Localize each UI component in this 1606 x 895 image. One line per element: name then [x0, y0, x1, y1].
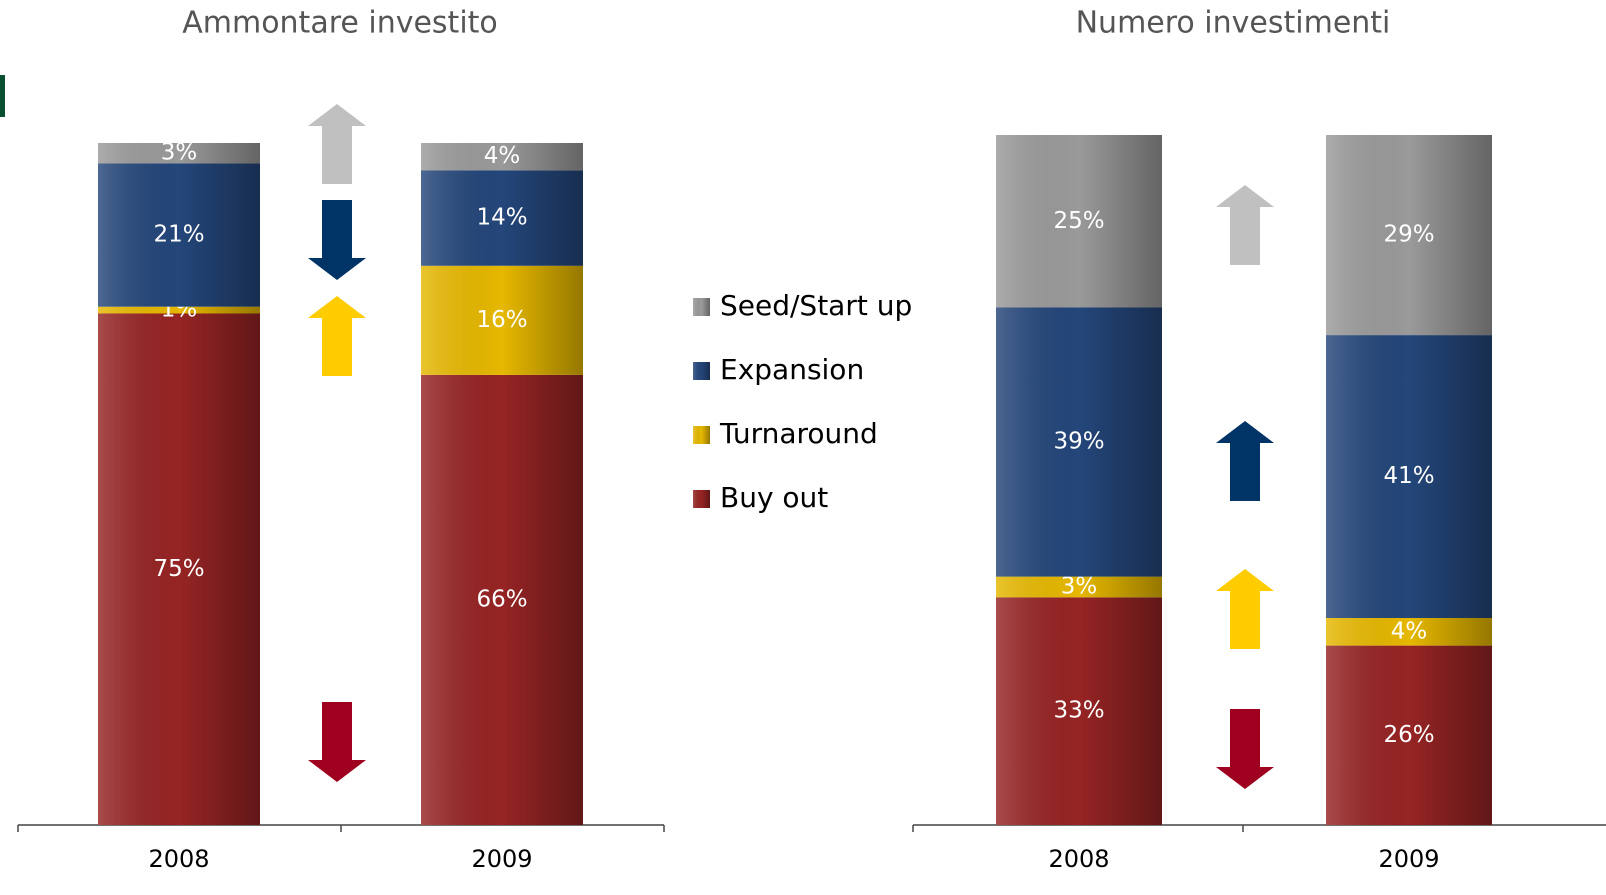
bar-shade	[98, 306, 260, 314]
legend-swatch-shade	[693, 426, 710, 444]
data-label: 39%	[1053, 429, 1104, 455]
trend-arrow	[1216, 421, 1274, 501]
bar-shade	[1326, 335, 1492, 618]
bar-shade	[421, 143, 583, 171]
data-label: 14%	[476, 205, 527, 231]
data-label: 3%	[1061, 573, 1098, 599]
chart-title: Ammontare investito	[182, 6, 498, 41]
trend-arrow	[308, 104, 366, 184]
x-tick-label: 2009	[1378, 845, 1439, 873]
bar-shade	[98, 313, 260, 825]
legend-label: Turnaround	[719, 417, 878, 450]
data-label: 25%	[1053, 208, 1104, 234]
bar-shade	[98, 143, 260, 164]
bar-shade	[1326, 645, 1492, 825]
legend-label: Expansion	[720, 353, 864, 386]
data-label: 4%	[1391, 618, 1428, 644]
accent	[0, 75, 5, 117]
trend-arrow	[1216, 185, 1274, 265]
data-label: 4%	[484, 143, 521, 169]
bar-shade	[421, 265, 583, 375]
trend-arrow	[308, 702, 366, 782]
legend-swatch-shade	[693, 490, 710, 508]
trend-arrow	[308, 200, 366, 280]
data-label: 29%	[1383, 222, 1434, 248]
bar-shade	[421, 374, 583, 825]
data-label: 26%	[1383, 722, 1434, 748]
x-tick-label: 2009	[471, 845, 532, 873]
legend-label: Seed/Start up	[720, 289, 912, 322]
bar-shade	[996, 135, 1162, 308]
legend-swatch-shade	[693, 298, 710, 316]
data-label: 3%	[161, 140, 198, 166]
legend-label: Buy out	[720, 481, 828, 514]
data-label: 41%	[1383, 463, 1434, 489]
trend-arrow	[1216, 569, 1274, 649]
trend-arrow	[1216, 709, 1274, 789]
data-label: 16%	[476, 307, 527, 333]
bar-shade	[996, 597, 1162, 825]
data-label: 75%	[153, 556, 204, 582]
bar-shade	[1326, 135, 1492, 336]
legend-swatch-shade	[693, 362, 710, 380]
bar-shade	[98, 163, 260, 307]
bar-shade	[1326, 618, 1492, 646]
x-tick-label: 2008	[148, 845, 209, 873]
bar-shade	[421, 170, 583, 266]
chart-title: Numero investimenti	[1076, 6, 1391, 41]
trend-arrow	[308, 296, 366, 376]
bar-shade	[996, 307, 1162, 577]
bar-shade	[996, 576, 1162, 598]
data-label: 66%	[476, 586, 527, 612]
data-label: 33%	[1053, 698, 1104, 724]
x-tick-label: 2008	[1048, 845, 1109, 873]
data-label: 21%	[153, 222, 204, 248]
